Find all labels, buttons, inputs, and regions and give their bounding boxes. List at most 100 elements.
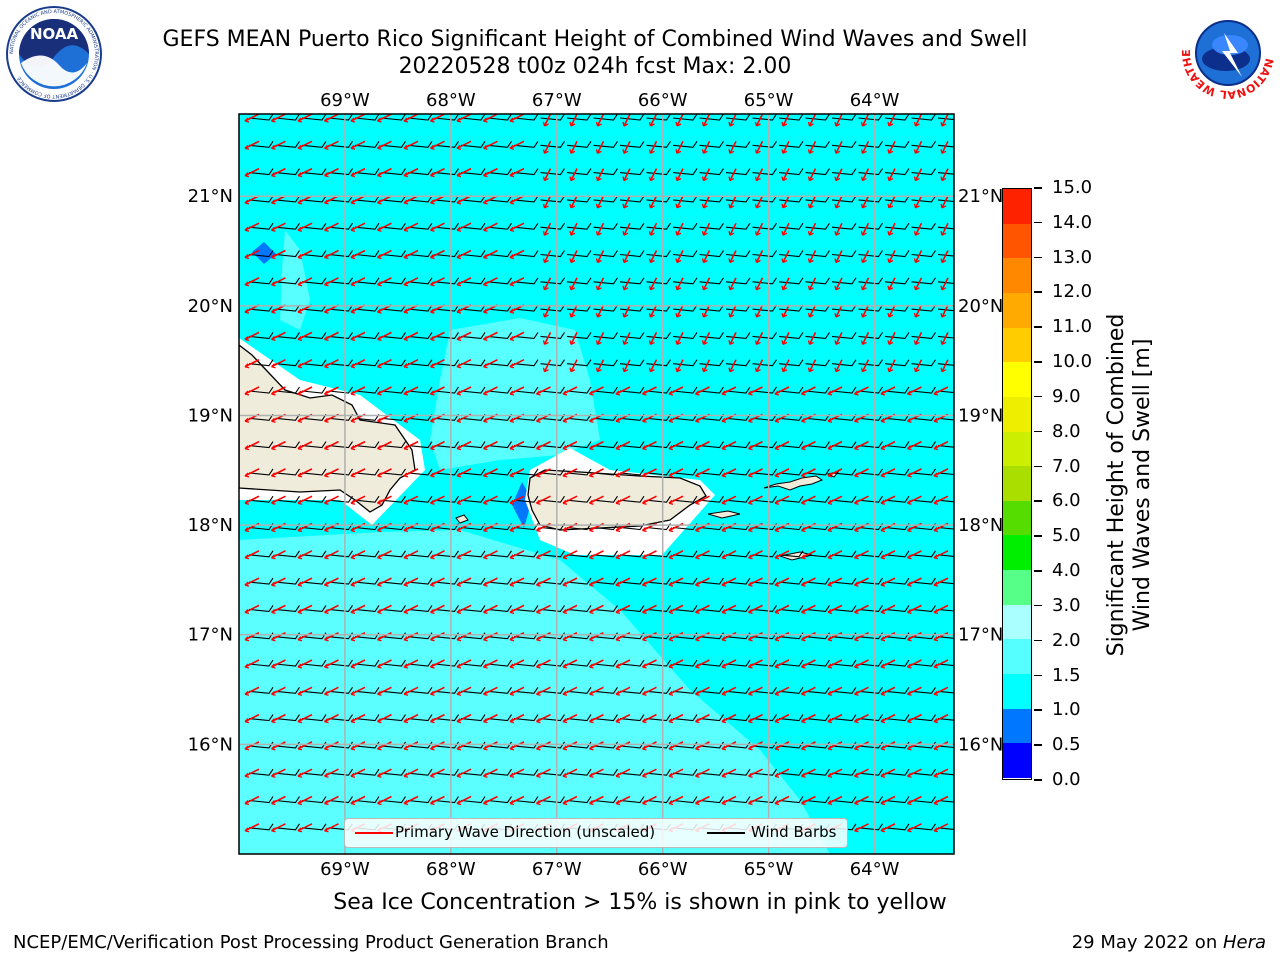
wind-barb — [619, 768, 645, 776]
wave-direction-arrow — [835, 332, 843, 345]
wave-direction-arrow — [854, 550, 869, 559]
wave-direction-arrow — [642, 604, 657, 614]
wave-direction-arrow — [350, 195, 366, 204]
colorbar-segment — [1003, 708, 1031, 744]
wave-direction-arrow — [668, 550, 684, 559]
wave-arrow-head — [781, 312, 788, 318]
wind-barb — [248, 250, 274, 258]
wave-direction-arrow — [456, 249, 472, 259]
wind-barb — [275, 468, 300, 476]
wind-barb — [460, 550, 486, 558]
wind-barb — [752, 359, 777, 367]
wave-arrow-head — [456, 745, 462, 751]
wave-direction-arrow — [914, 222, 923, 236]
wave-arrow-head — [695, 499, 700, 505]
wave-arrow-head — [754, 231, 761, 236]
wind-barb — [328, 577, 353, 585]
wave-direction-arrow — [642, 741, 657, 750]
wave-arrow-head — [244, 745, 250, 751]
wind-barb — [434, 768, 459, 776]
wave-direction-arrow — [748, 795, 763, 805]
wind-barb — [831, 386, 857, 394]
wave-arrow-head — [801, 581, 806, 587]
wind-barb — [619, 659, 645, 667]
wind-barb — [831, 550, 857, 558]
wave-arrow-head — [907, 472, 912, 478]
wind-barb — [487, 577, 512, 585]
wind-barb — [354, 577, 380, 585]
wave-arrow-head — [907, 390, 912, 396]
wave-direction-arrow — [509, 713, 525, 723]
wind-barb — [831, 796, 857, 804]
wave-direction-arrow — [244, 114, 260, 122]
wave-arrow-head — [377, 527, 382, 533]
wave-direction-arrow — [755, 359, 764, 373]
wave-arrow-head — [536, 554, 541, 560]
wave-arrow-head — [509, 226, 515, 232]
wave-direction-arrow — [350, 631, 366, 641]
wind-barb — [619, 222, 645, 230]
wave-direction-arrow — [748, 604, 763, 614]
wave-direction-arrow — [854, 386, 869, 395]
wave-arrow-head — [595, 285, 602, 291]
wind-barb — [937, 663, 954, 667]
wave-arrow-head — [562, 445, 568, 451]
lon-label-bottom: 67°W — [532, 859, 582, 880]
wave-arrow-head — [483, 226, 488, 232]
wind-barb — [858, 550, 883, 558]
wave-arrow-head — [483, 718, 488, 724]
wind-barb — [487, 441, 512, 449]
wind-barb — [328, 277, 353, 285]
wave-arrow-head — [854, 581, 859, 587]
wave-arrow-head — [403, 663, 409, 669]
wave-direction-arrow — [933, 686, 949, 696]
wind-barb — [487, 768, 512, 776]
wave-direction-arrow — [244, 741, 260, 750]
wind-barb — [540, 468, 565, 476]
wave-direction-arrow — [721, 577, 737, 586]
wave-direction-arrow — [642, 577, 657, 586]
wave-arrow-head — [536, 800, 541, 806]
wave-direction-arrow — [642, 468, 657, 477]
wave-direction-arrow — [721, 631, 737, 641]
wind-barb — [566, 359, 592, 367]
wind-barb — [248, 441, 274, 449]
wind-barb — [301, 577, 327, 585]
wave-direction-arrow — [649, 277, 658, 291]
wave-direction-arrow — [271, 114, 286, 122]
wind-barb — [884, 577, 910, 585]
wave-arrow-head — [807, 258, 814, 264]
wave-direction-arrow — [623, 277, 631, 291]
wind-barb — [275, 577, 300, 585]
wave-arrow-head — [569, 149, 576, 154]
wave-arrow-head — [721, 445, 727, 451]
wave-arrow-head — [774, 718, 780, 724]
wind-barb — [275, 686, 300, 694]
wave-direction-arrow — [729, 140, 737, 154]
wind-barb — [275, 277, 300, 285]
wind-barb — [460, 250, 486, 258]
wave-direction-arrow — [350, 659, 366, 668]
land-virgin-islands — [763, 475, 824, 491]
wave-direction-arrow — [483, 331, 498, 341]
wave-direction-arrow — [271, 167, 286, 177]
wind-barb — [513, 577, 539, 585]
wave-arrow-head — [403, 417, 409, 423]
wave-arrow-head — [350, 581, 356, 587]
wave-direction-arrow — [941, 195, 949, 209]
wave-arrow-head — [456, 199, 462, 205]
wave-arrow-head — [403, 499, 409, 505]
wave-direction-arrow — [668, 795, 684, 805]
wave-arrow-head — [854, 718, 859, 724]
wave-arrow-head — [244, 800, 250, 806]
wave-arrow-head — [854, 499, 859, 505]
wind-barb — [407, 659, 433, 667]
wave-direction-arrow — [377, 713, 392, 723]
wind-barb — [778, 168, 804, 176]
wave-direction-arrow — [596, 114, 605, 127]
wave-arrow-head — [675, 176, 682, 182]
wave-arrow-head — [880, 690, 886, 696]
wind-barb — [487, 140, 512, 148]
wind-barb — [911, 359, 936, 367]
wave-direction-arrow — [615, 577, 631, 586]
